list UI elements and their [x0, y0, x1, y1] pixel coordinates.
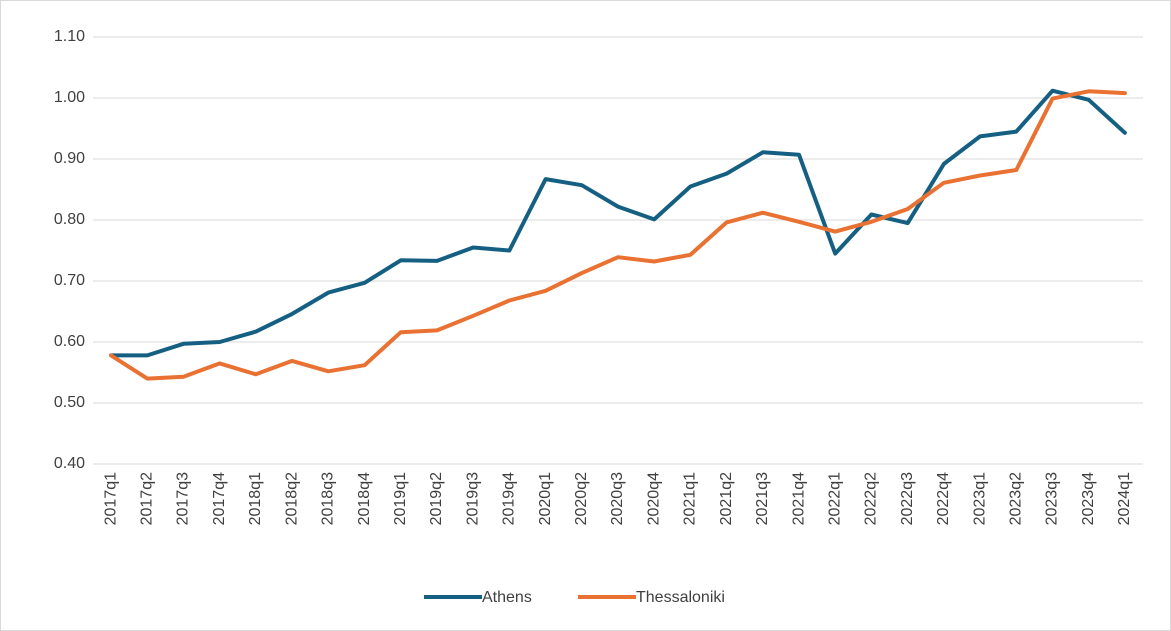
x-tick-label: 2017q2 — [139, 472, 156, 525]
line — [109, 88, 1127, 358]
y-tick-label: 0.80 — [54, 211, 85, 228]
x-tick-label: 2022q4 — [935, 472, 952, 525]
x-tick-label: 2022q3 — [899, 472, 916, 525]
x-tick-label: 2022q2 — [863, 472, 880, 525]
y-tick-label: 0.40 — [54, 455, 85, 472]
x-tick-label: 2020q4 — [645, 472, 662, 525]
x-tick-label: 2018q3 — [320, 472, 337, 525]
x-tick-label: 2020q1 — [537, 472, 554, 525]
x-tick-label: 2021q2 — [718, 472, 735, 525]
y-tick-label: 0.50 — [54, 394, 85, 411]
x-tick-label: 2017q3 — [175, 472, 192, 525]
x-tick-label: 2021q3 — [754, 472, 771, 525]
x-tick-label: 2021q4 — [790, 472, 807, 525]
x-tick-label: 2021q1 — [682, 472, 699, 525]
x-tick-label: 2019q1 — [392, 472, 409, 525]
x-tick-label: 2018q2 — [283, 472, 300, 525]
legend-label: Thessaloniki — [636, 589, 725, 606]
x-tick-label: 2017q1 — [102, 472, 119, 525]
x-tick-label: 2020q3 — [609, 472, 626, 525]
line — [109, 89, 1127, 381]
x-tick-label: 2018q4 — [356, 472, 373, 525]
legend-label: Athens — [482, 589, 532, 606]
y-tick-label: 1.10 — [54, 28, 85, 45]
x-tick-label: 2019q3 — [464, 472, 481, 525]
x-tick-label: 2018q1 — [247, 472, 264, 525]
x-tick-label: 2024q1 — [1116, 472, 1133, 525]
y-tick-label: 0.60 — [54, 333, 85, 350]
y-tick-label: 0.90 — [54, 150, 85, 167]
x-tick-label: 2022q1 — [826, 472, 843, 525]
x-tick-label: 2023q3 — [1044, 472, 1061, 525]
x-tick-label: 2019q4 — [501, 472, 518, 525]
x-tick-label: 2023q2 — [1007, 472, 1024, 525]
x-tick-label: 2023q4 — [1080, 472, 1097, 525]
x-tick-label: 2023q1 — [971, 472, 988, 525]
y-tick-label: 0.70 — [54, 272, 85, 289]
x-tick-label: 2019q2 — [428, 472, 445, 525]
x-tick-label: 2020q2 — [573, 472, 590, 525]
y-tick-label: 1.00 — [54, 89, 85, 106]
x-tick-label: 2017q4 — [211, 472, 228, 525]
